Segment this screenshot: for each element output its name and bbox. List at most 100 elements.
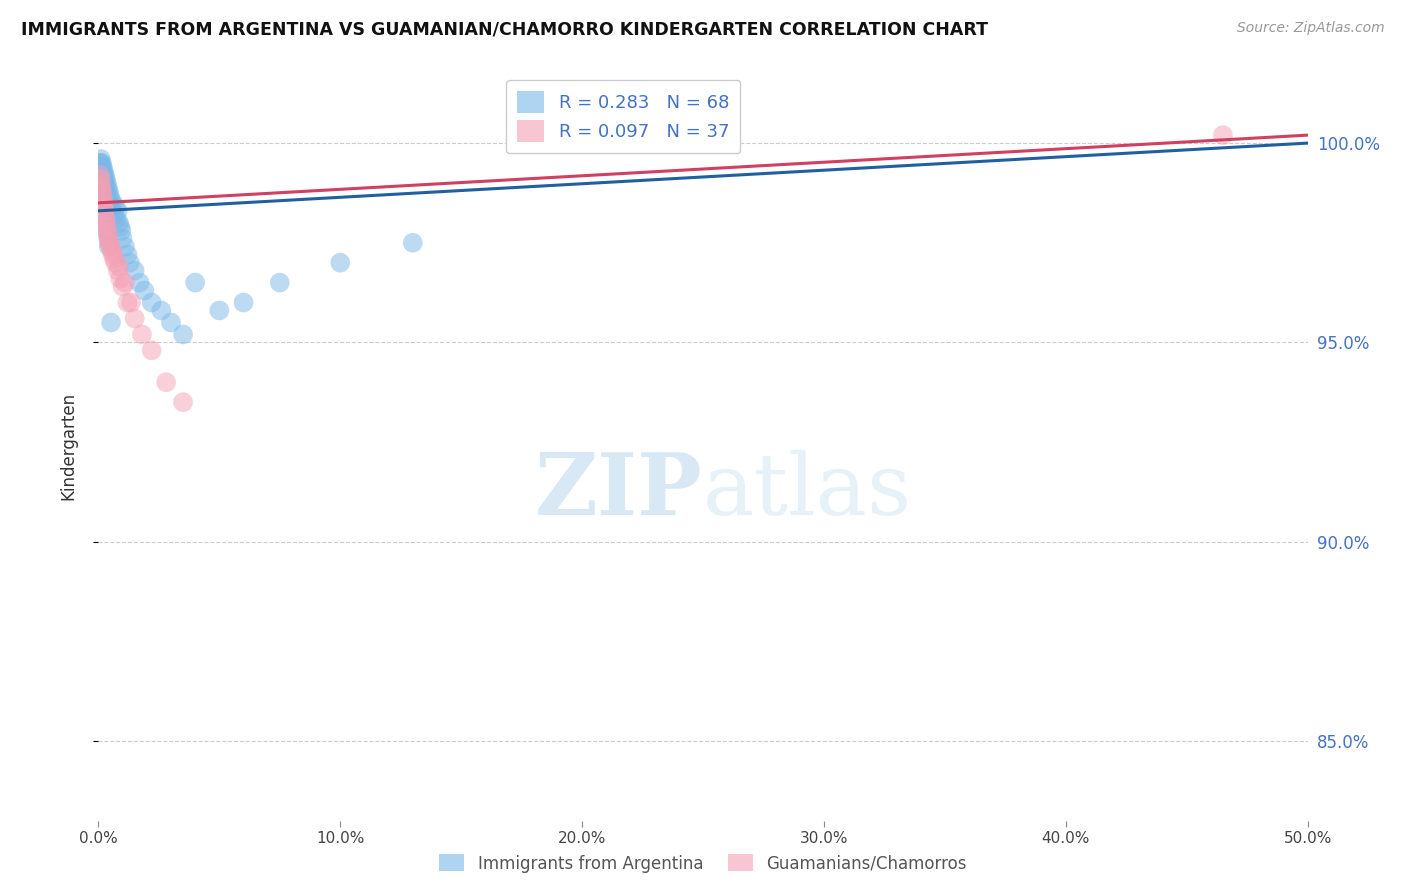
Point (93, 168, 115, 182)
Point (94, 184, 117, 198)
Point (93, 164, 115, 178)
Text: IMMIGRANTS FROM ARGENTINA VS GUAMANIAN/CHAMORRO KINDERGARTEN CORRELATION CHART: IMMIGRANTS FROM ARGENTINA VS GUAMANIAN/C… (21, 21, 988, 38)
Text: atlas: atlas (703, 450, 912, 533)
Point (114, 276, 136, 290)
Point (110, 224, 132, 238)
Point (117, 295, 139, 310)
Point (90, 152, 112, 166)
Point (91, 168, 114, 182)
Point (108, 260, 131, 274)
Point (184, 276, 207, 290)
Point (96, 216, 118, 230)
Point (91, 172, 114, 186)
Legend: Immigrants from Argentina, Guamanians/Chamorros: Immigrants from Argentina, Guamanians/Ch… (433, 847, 973, 880)
Point (100, 203, 122, 218)
Point (105, 211, 128, 226)
Point (93, 203, 115, 218)
Point (402, 235, 425, 250)
Point (103, 208, 125, 222)
Point (98, 195, 121, 210)
Point (94, 180, 117, 194)
Point (96, 224, 118, 238)
Text: ZIP: ZIP (536, 449, 703, 533)
Point (108, 219, 131, 234)
Point (90, 168, 112, 182)
Point (172, 395, 194, 409)
Point (96, 176, 118, 190)
Point (107, 263, 129, 277)
Point (120, 295, 142, 310)
Point (97, 184, 120, 198)
Point (97, 240, 120, 254)
Point (208, 303, 231, 318)
Point (97, 192, 120, 206)
Point (94, 211, 117, 226)
Point (101, 248, 124, 262)
Point (131, 327, 153, 342)
Point (90, 176, 112, 190)
Point (93, 168, 115, 182)
Point (111, 279, 134, 293)
Point (98, 235, 121, 250)
Point (141, 343, 163, 358)
Point (124, 263, 146, 277)
Point (96, 188, 118, 202)
Point (91, 192, 114, 206)
Point (172, 327, 194, 342)
Point (93, 172, 115, 186)
Point (93, 200, 115, 214)
Point (100, 192, 122, 206)
Point (117, 248, 139, 262)
Point (91, 188, 114, 202)
Point (108, 216, 131, 230)
Point (98, 200, 121, 214)
Point (104, 255, 127, 269)
Y-axis label: Kindergarten: Kindergarten (59, 392, 77, 500)
Point (101, 195, 124, 210)
Point (100, 244, 122, 258)
Point (90, 156, 112, 170)
Point (89, 164, 111, 178)
Point (96, 219, 118, 234)
Point (114, 240, 136, 254)
Point (89, 168, 111, 182)
Point (97, 227, 120, 242)
Point (128, 276, 150, 290)
Point (124, 311, 146, 326)
Point (89, 172, 111, 186)
Point (97, 232, 120, 246)
Point (96, 184, 118, 198)
Point (94, 172, 117, 186)
Point (91, 172, 114, 186)
Point (89, 160, 111, 174)
Point (100, 240, 122, 254)
Point (1212, 128, 1234, 142)
Point (91, 164, 114, 178)
Point (94, 211, 117, 226)
Point (96, 219, 118, 234)
Point (269, 276, 291, 290)
Point (97, 180, 120, 194)
Point (329, 255, 352, 269)
Point (93, 180, 115, 194)
Point (96, 208, 118, 222)
Text: Source: ZipAtlas.com: Source: ZipAtlas.com (1237, 21, 1385, 35)
Point (91, 160, 114, 174)
Point (94, 200, 117, 214)
Point (103, 252, 125, 266)
Point (90, 156, 112, 170)
Point (93, 203, 115, 218)
Point (100, 315, 122, 329)
Point (98, 235, 121, 250)
Point (108, 271, 131, 285)
Point (98, 188, 121, 202)
Point (155, 376, 177, 390)
Point (89, 156, 111, 170)
Point (91, 195, 114, 210)
Point (97, 227, 120, 242)
Point (90, 180, 112, 194)
Point (90, 184, 112, 198)
Point (111, 232, 134, 246)
Point (90, 164, 112, 178)
Point (232, 295, 254, 310)
